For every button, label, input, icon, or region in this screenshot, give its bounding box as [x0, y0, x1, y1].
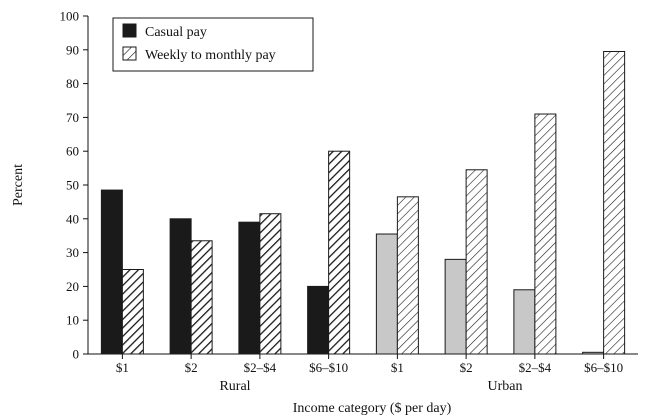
- bar-weekly-to-monthly-pay: [603, 50, 626, 355]
- bar-weekly-to-monthly-pay: [259, 213, 282, 355]
- bar-casual-pay: [444, 258, 467, 355]
- plot-area: 0 10 20 30 40 50 60 70 80 90 100 $1 $2 $2–$4 $6–$10 $1 $…: [60, 9, 638, 375]
- legend-label-weekly-to-monthly-pay: Weekly to monthly pay: [145, 48, 276, 63]
- bar-weekly-to-monthly-pay: [534, 113, 557, 355]
- y-axis-title: Percent: [11, 164, 26, 206]
- x-tick-label: $6–$10: [584, 360, 623, 375]
- bar-casual-pay: [169, 218, 192, 355]
- bar-weekly-to-monthly-pay: [465, 169, 488, 355]
- y-tick-label: 80: [66, 76, 79, 91]
- legend-swatch-casual-pay: [122, 23, 137, 38]
- y-tick-label: 30: [66, 245, 79, 260]
- x-tick-label: $2–$4: [519, 360, 552, 375]
- y-tick-label: 10: [66, 313, 79, 328]
- legend-swatch-weekly-to-monthly-pay: [122, 46, 137, 61]
- y-tick-label: 100: [60, 9, 80, 24]
- bar-casual-pay: [100, 189, 123, 355]
- y-tick-label: 0: [73, 347, 80, 362]
- x-axis-title: Income category ($ per day): [293, 401, 452, 416]
- bar-casual-pay: [307, 285, 330, 355]
- bar-casual-pay: [582, 351, 605, 355]
- x-tick-label: $2: [185, 360, 198, 375]
- legend: Casual pay Weekly to monthly pay: [112, 17, 314, 72]
- x-tick-label: $2: [460, 360, 473, 375]
- legend-label-casual-pay: Casual pay: [145, 25, 207, 40]
- bar-casual-pay: [513, 289, 536, 355]
- bar-casual-pay: [238, 221, 261, 355]
- y-tick-label: 90: [66, 42, 79, 57]
- y-tick-label: 40: [66, 211, 79, 226]
- y-tick-label: 50: [66, 178, 79, 193]
- group-label-rural: Rural: [219, 379, 250, 394]
- x-tick-label: $1: [391, 360, 404, 375]
- bar-casual-pay: [375, 233, 398, 355]
- group-label-urban: Urban: [488, 379, 523, 394]
- bar-weekly-to-monthly-pay: [396, 196, 419, 355]
- x-tick-label: $1: [116, 360, 129, 375]
- bar-weekly-to-monthly-pay: [121, 269, 144, 355]
- bar-weekly-to-monthly-pay: [190, 240, 213, 355]
- legend-box: [112, 17, 314, 72]
- bar-weekly-to-monthly-pay: [328, 150, 351, 355]
- x-tick-label: $2–$4: [244, 360, 277, 375]
- y-tick-label: 20: [66, 279, 79, 294]
- y-tick-label: 70: [66, 110, 79, 125]
- y-tick-label: 60: [66, 144, 79, 159]
- x-tick-label: $6–$10: [309, 360, 348, 375]
